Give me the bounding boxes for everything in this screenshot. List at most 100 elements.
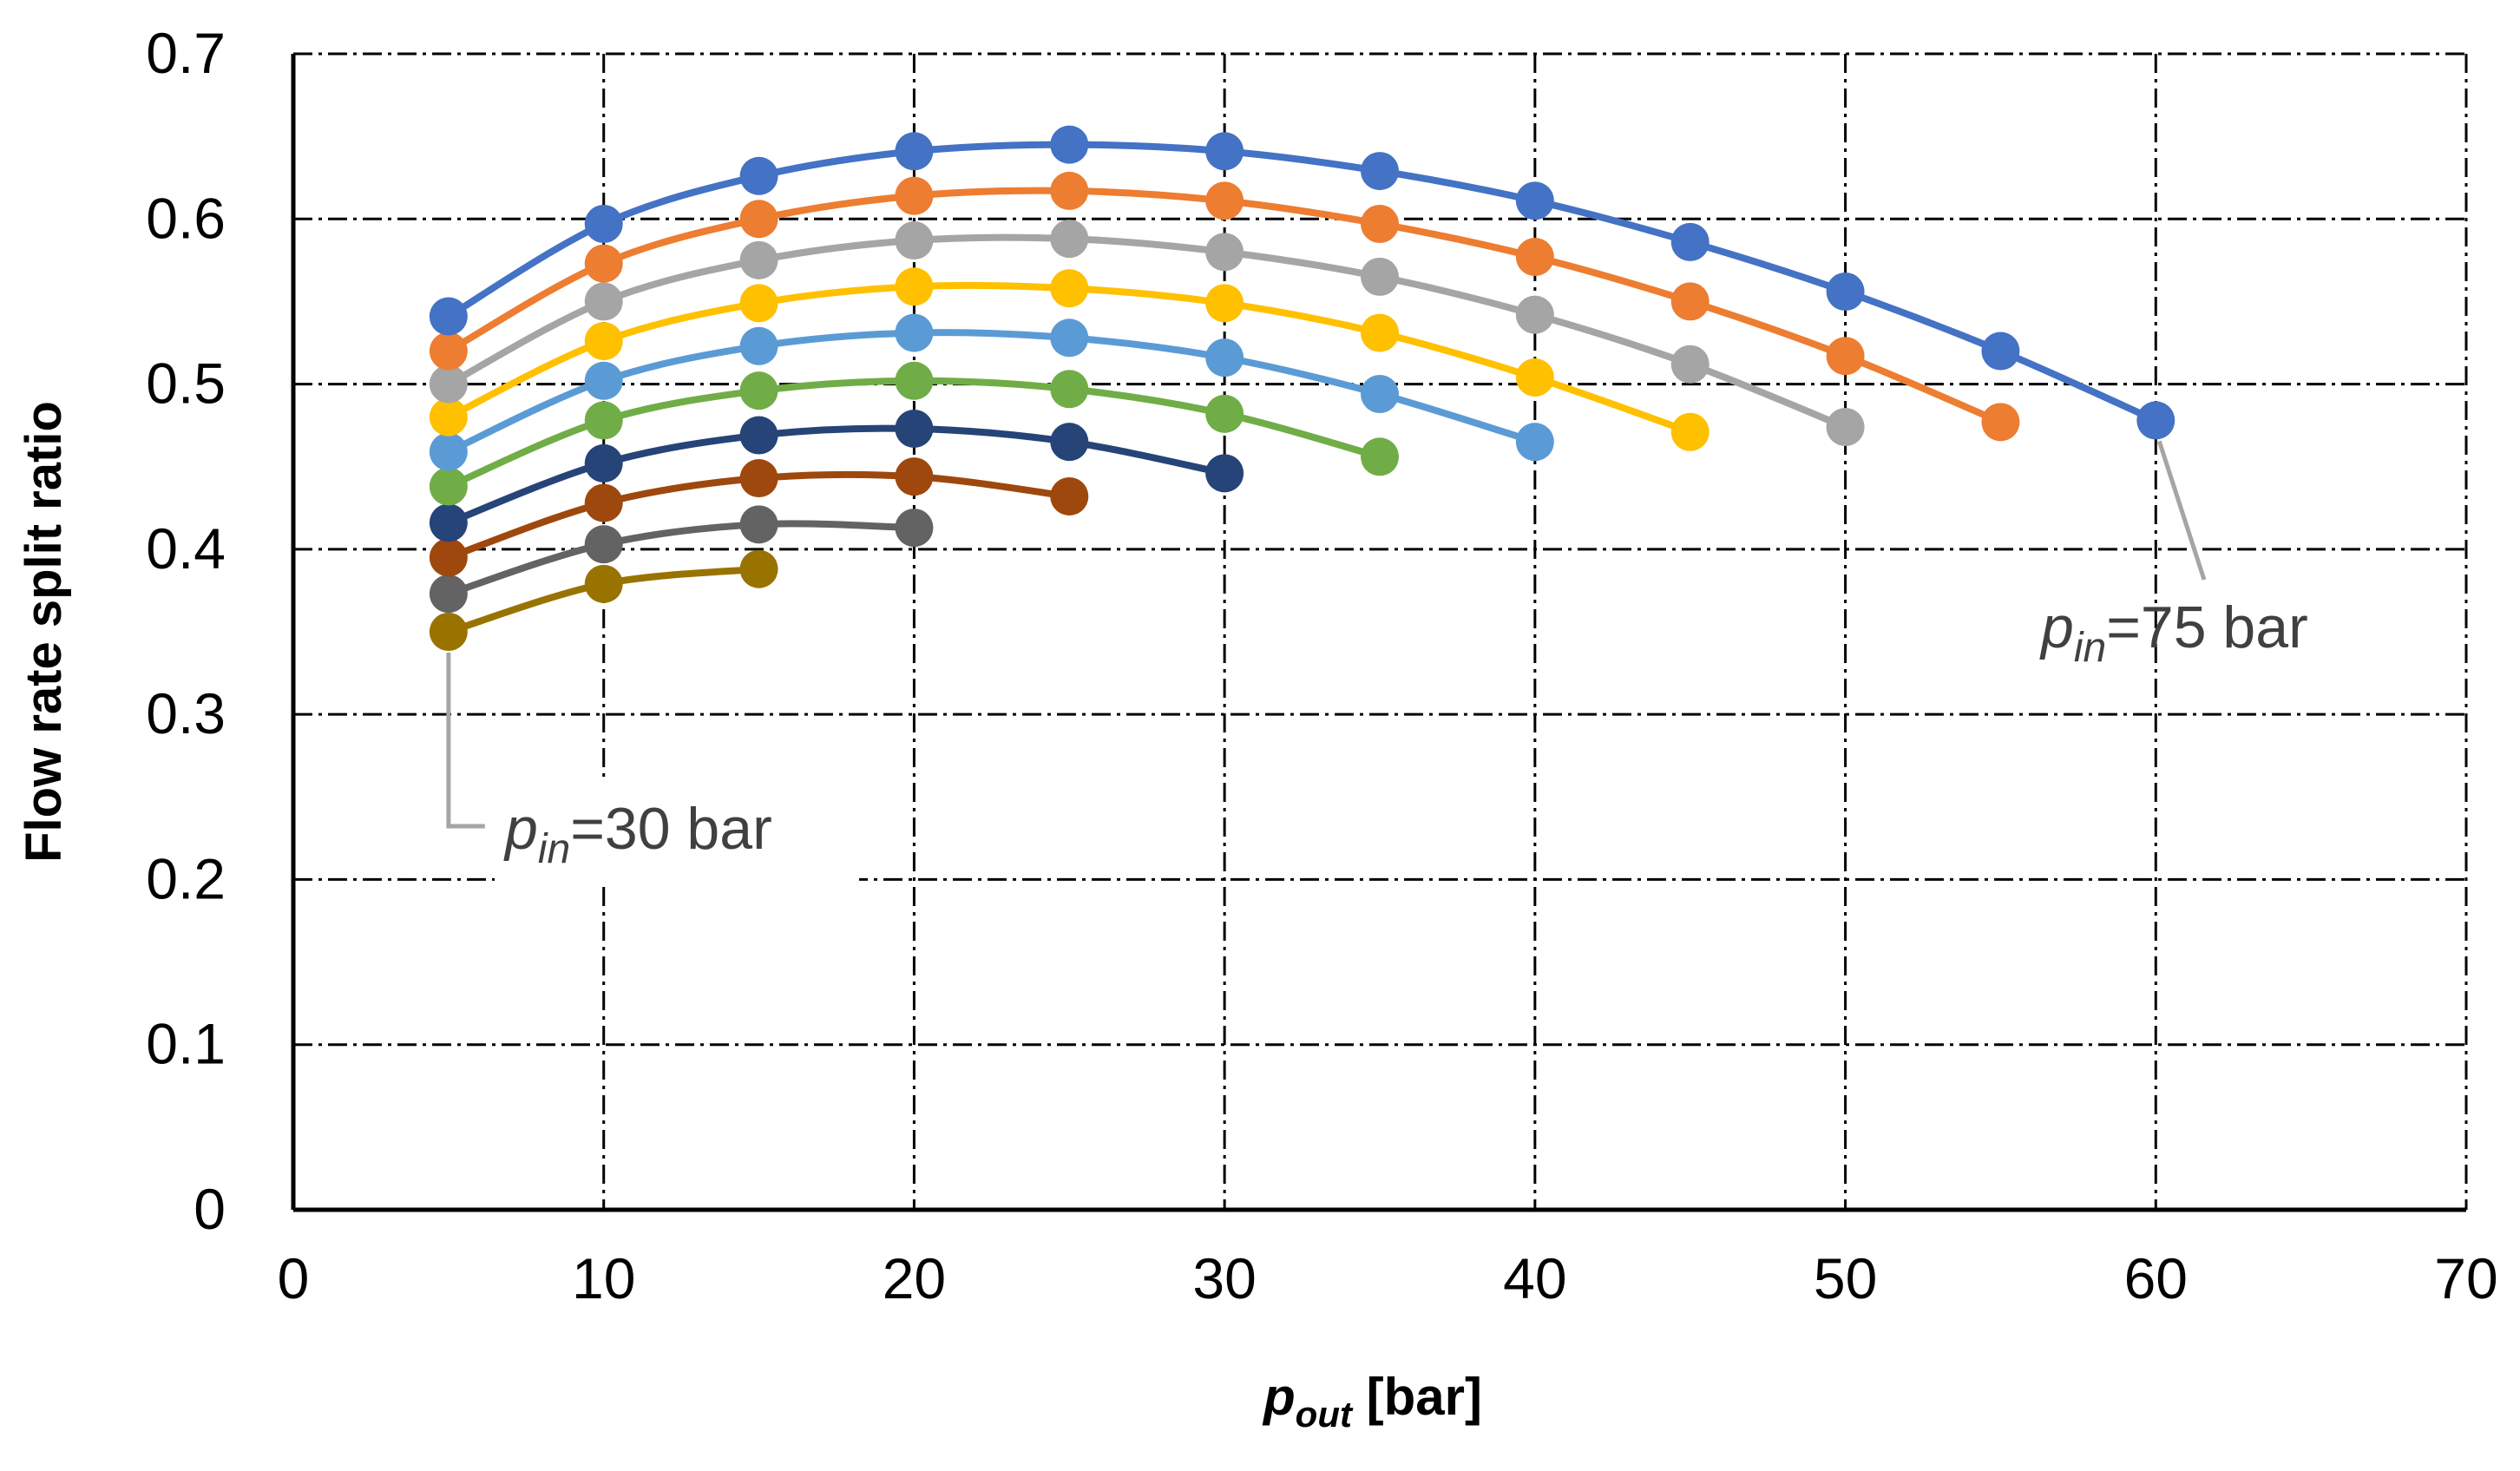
y-axis-title: Flow rate split ratio	[16, 401, 72, 863]
series-3	[429, 220, 1865, 447]
series-5	[429, 313, 1554, 471]
data-point	[895, 132, 934, 171]
series-4	[429, 267, 1710, 451]
data-point	[1205, 338, 1244, 378]
x-tick-label: 40	[1503, 1246, 1566, 1310]
data-point	[1050, 220, 1089, 259]
x-axis-title-unit: [bar]	[1352, 1368, 1482, 1426]
x-tick-label: 50	[1814, 1246, 1877, 1310]
data-point	[895, 361, 934, 400]
data-point	[1205, 233, 1244, 272]
series-line	[444, 424, 1229, 527]
y-tick-label: 0.1	[146, 1012, 226, 1076]
data-point	[429, 503, 468, 542]
annotation-label-75: pin=75 bar	[2039, 594, 2308, 671]
data-point	[895, 221, 934, 260]
y-tick-label: 0.4	[146, 516, 226, 581]
data-point	[739, 326, 778, 365]
annotation-75-sub: in	[2074, 625, 2106, 671]
data-point	[1515, 358, 1554, 397]
data-point	[739, 284, 778, 323]
data-point	[584, 282, 623, 321]
x-axis-title-sub: out	[1296, 1394, 1354, 1435]
x-axis-title: pout [bar]	[1262, 1368, 1482, 1435]
data-point	[429, 432, 468, 471]
data-point	[584, 483, 623, 522]
x-tick-label: 30	[1192, 1246, 1256, 1310]
annotation-leader-30	[446, 653, 485, 829]
series-1	[429, 125, 2175, 440]
series-10	[429, 549, 778, 651]
y-tick-label: 0.6	[146, 186, 226, 250]
y-tick-label: 0.2	[146, 846, 226, 910]
data-point	[739, 371, 778, 410]
series-line	[444, 520, 918, 598]
data-point	[584, 564, 623, 603]
data-point	[739, 200, 778, 239]
data-point	[1050, 370, 1089, 409]
data-point	[1050, 171, 1089, 210]
data-point	[584, 322, 623, 361]
data-point	[1050, 125, 1089, 164]
data-point	[1361, 204, 1399, 243]
data-point	[2136, 401, 2175, 440]
y-tick-label: 0	[194, 1177, 226, 1241]
annotation-30-main: p	[503, 796, 538, 862]
data-point	[1205, 181, 1244, 220]
data-point	[1670, 222, 1710, 261]
data-point	[429, 397, 468, 437]
data-point	[1670, 282, 1710, 321]
data-point	[584, 204, 623, 243]
series-2	[429, 171, 2020, 442]
x-tick-label: 0	[278, 1246, 310, 1310]
data-point	[429, 467, 468, 506]
data-point	[895, 267, 934, 306]
axis-layer	[291, 54, 2466, 1212]
x-axis-title-main: p	[1262, 1368, 1296, 1426]
y-tick-label: 0.5	[146, 351, 226, 416]
data-point	[895, 313, 934, 352]
annotation-30-sub: in	[538, 826, 570, 872]
x-tick-label: 70	[2434, 1246, 2497, 1310]
data-point	[1826, 408, 1865, 447]
data-point	[1826, 273, 1865, 312]
data-point	[1205, 284, 1244, 323]
data-point	[895, 409, 934, 448]
data-point	[739, 416, 778, 455]
data-point	[739, 459, 778, 498]
x-tick-label: 20	[883, 1246, 946, 1310]
series-7	[429, 409, 1244, 542]
data-point	[895, 457, 934, 496]
data-point	[429, 538, 468, 577]
series-8	[429, 457, 1089, 577]
data-point	[429, 575, 468, 614]
data-point	[1361, 257, 1399, 296]
x-tick-label: 60	[2124, 1246, 2188, 1310]
data-point	[429, 297, 468, 336]
data-point	[1981, 332, 2020, 371]
data-point	[429, 364, 468, 404]
x-tick-label: 10	[572, 1246, 635, 1310]
data-point	[584, 525, 623, 564]
y-tick-label: 0.3	[146, 681, 226, 745]
data-point	[1205, 132, 1244, 171]
data-point	[429, 332, 468, 371]
data-point	[739, 156, 778, 195]
annotation-leader-75	[2156, 440, 2207, 581]
data-point	[1670, 345, 1710, 384]
data-point	[584, 443, 623, 483]
data-point	[1361, 152, 1399, 191]
data-point	[1515, 238, 1554, 277]
data-point	[584, 401, 623, 440]
data-point	[1361, 313, 1399, 352]
data-point	[584, 244, 623, 283]
data-point	[584, 361, 623, 400]
data-point	[895, 176, 934, 215]
data-point	[1205, 394, 1244, 433]
annotation-75-rest: =75 bar	[2106, 594, 2308, 660]
data-point	[1826, 337, 1865, 376]
data-point	[429, 613, 468, 651]
